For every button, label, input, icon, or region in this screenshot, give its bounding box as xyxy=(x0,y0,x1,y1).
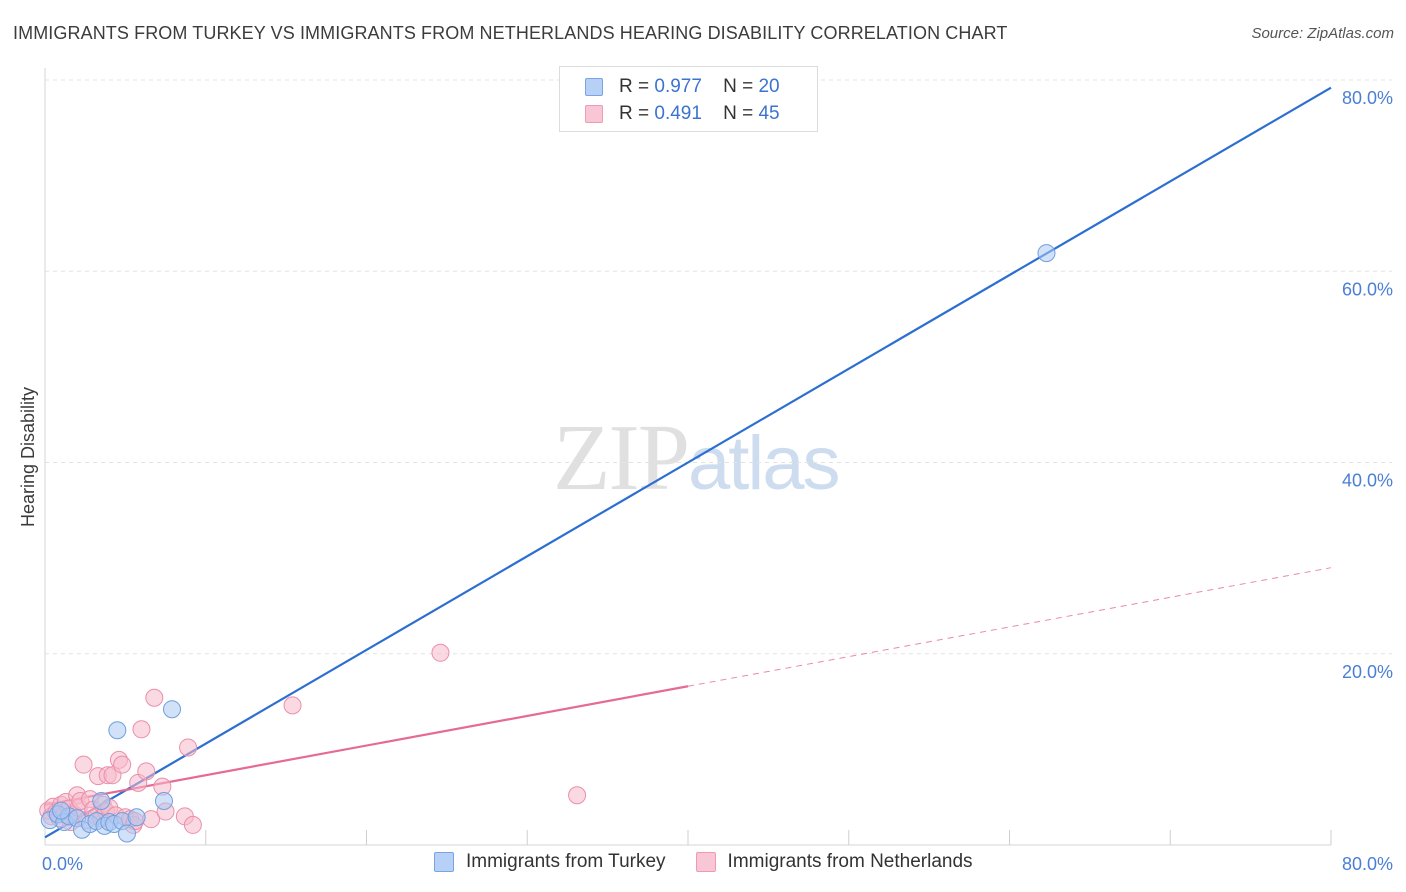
netherlands-point xyxy=(183,815,202,834)
turkey-trendline xyxy=(44,86,1332,839)
netherlands-trendline xyxy=(44,685,689,806)
netherlands-point xyxy=(431,643,450,662)
legend-r-label: R = xyxy=(619,103,650,124)
legend-r-value-netherlands: 0.491 xyxy=(654,103,702,124)
turkey-point xyxy=(117,824,136,843)
label-layer: 20.0% 40.0% 60.0% 80.0% 0.0% 80.0% Hearing Dis… xyxy=(18,88,1393,874)
watermark-zip: ZIP xyxy=(553,406,690,510)
x-tick-label: 80.0% xyxy=(1342,854,1393,874)
legend-row-netherlands: R = 0.491 N = 45 xyxy=(585,102,780,126)
x-tick-label: 0.0% xyxy=(42,854,83,874)
netherlands-point xyxy=(568,786,587,805)
turkey-point xyxy=(52,801,71,820)
point-layer xyxy=(39,244,1056,843)
legend-n-label: N = xyxy=(723,103,754,124)
legend-item-turkey: Immigrants from Turkey xyxy=(434,851,666,873)
legend-item-netherlands: Immigrants from Netherlands xyxy=(695,851,973,873)
legend-r-value-turkey: 0.977 xyxy=(654,76,702,97)
netherlands-point xyxy=(137,762,156,781)
netherlands-swatch xyxy=(585,105,603,123)
legend-label-turkey: Immigrants from Turkey xyxy=(466,851,666,872)
y-tick-label: 80.0% xyxy=(1342,88,1393,108)
turkey-point xyxy=(1037,244,1056,263)
netherlands-point xyxy=(179,738,198,757)
chart-title: IMMIGRANTS FROM TURKEY VS IMMIGRANTS FRO… xyxy=(13,23,1008,43)
y-axis-title: Hearing Disability xyxy=(18,387,38,527)
netherlands-point xyxy=(132,720,151,739)
grid-layer xyxy=(45,79,1392,655)
watermark: ZIPatlas xyxy=(553,403,841,512)
trend-layer xyxy=(44,86,1332,839)
netherlands-point xyxy=(283,696,302,715)
source-credit: Source: ZipAtlas.com xyxy=(1251,25,1394,42)
turkey-point xyxy=(92,792,111,811)
legend-n-value-turkey: 20 xyxy=(758,76,780,97)
turkey-point xyxy=(127,808,146,827)
netherlands-point xyxy=(74,755,93,774)
turkey-point xyxy=(154,792,173,811)
legend-label-netherlands: Immigrants from Netherlands xyxy=(727,851,973,872)
turkey-legend-swatch xyxy=(434,852,454,872)
axis-layer xyxy=(44,68,1332,846)
netherlands-legend-swatch xyxy=(695,852,716,872)
watermark-atlas: atlas xyxy=(688,421,841,506)
netherlands-point xyxy=(145,688,164,707)
y-tick-label: 20.0% xyxy=(1342,662,1393,682)
y-tick-label: 60.0% xyxy=(1342,279,1393,299)
turkey-swatch xyxy=(585,78,603,96)
series-legend: Immigrants from Turkey Immigrants from N… xyxy=(434,851,1003,873)
y-tick-label: 40.0% xyxy=(1342,471,1393,491)
stats-legend: R = 0.977 N = 20 R = 0.491 N = 45 xyxy=(559,66,818,132)
netherlands-trendline-extension xyxy=(687,567,1332,687)
netherlands-point xyxy=(113,755,132,774)
legend-n-label: N = xyxy=(723,76,754,97)
legend-n-value-netherlands: 45 xyxy=(758,103,780,124)
turkey-point xyxy=(108,721,127,740)
legend-row-turkey: R = 0.977 N = 20 xyxy=(585,75,780,99)
legend-r-label: R = xyxy=(619,76,650,97)
turkey-point xyxy=(162,700,181,719)
